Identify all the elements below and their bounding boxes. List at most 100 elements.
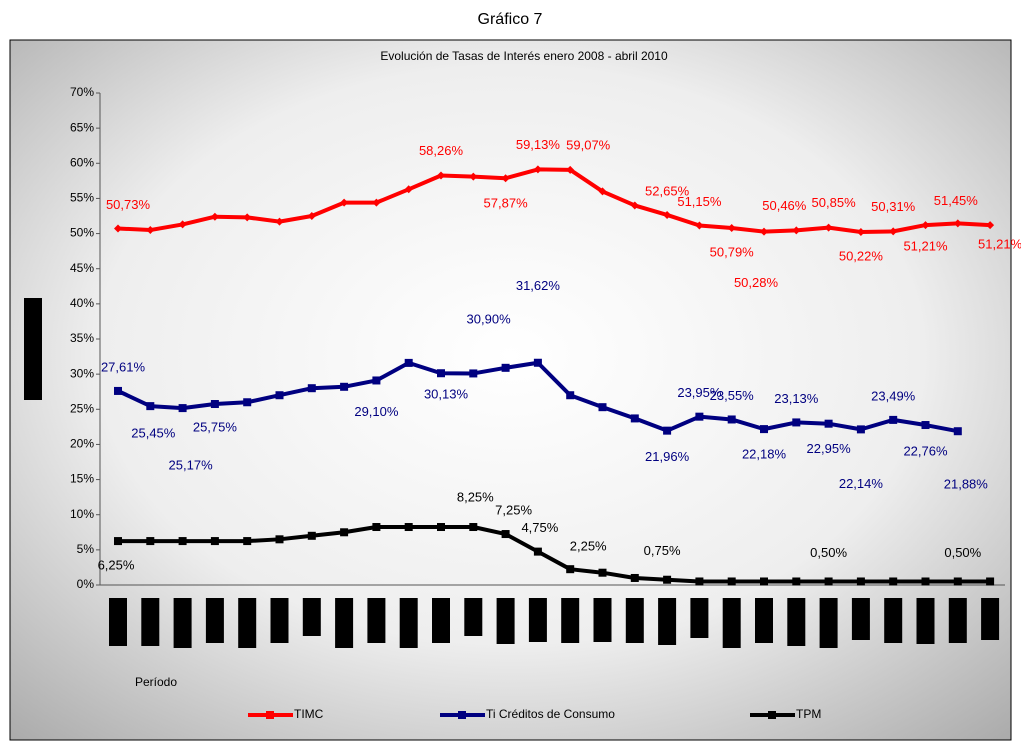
point-marker [598, 403, 607, 412]
point-marker [114, 224, 122, 233]
point-marker [404, 523, 413, 532]
point-marker [114, 537, 122, 546]
y-tick-label: 25% [70, 401, 94, 415]
y-tick-label: 15% [70, 472, 94, 486]
point-marker [178, 404, 187, 413]
point-marker [889, 415, 898, 424]
legend-label: Ti Créditos de Consumo [486, 707, 615, 721]
point-marker [824, 419, 833, 428]
data-label: 2,25% [570, 539, 607, 554]
point-marker [275, 391, 284, 400]
redacted-category-label [851, 598, 870, 640]
y-tick-label: 0% [77, 577, 95, 591]
point-marker [695, 412, 704, 421]
point-marker [792, 577, 801, 586]
point-marker [533, 547, 542, 556]
point-marker [210, 400, 219, 409]
point-marker [243, 398, 252, 407]
redacted-category-label [884, 598, 903, 643]
chart-title: Gráfico 7 [478, 11, 543, 28]
data-label: 22,76% [903, 443, 948, 458]
point-marker [792, 418, 801, 427]
data-label: 51,15% [677, 194, 722, 209]
data-label: 25,45% [131, 426, 176, 441]
y-tick-label: 65% [70, 120, 94, 134]
redacted-category-label [916, 598, 935, 644]
data-label: 0,50% [810, 545, 847, 560]
data-label: 59,13% [516, 137, 561, 152]
data-label: 50,79% [710, 244, 755, 259]
legend-label: TIMC [294, 707, 324, 721]
data-label: 22,95% [807, 441, 852, 456]
redacted-category-label [981, 598, 1000, 640]
data-label: 27,61% [101, 359, 146, 374]
point-marker [437, 523, 445, 532]
point-marker [340, 382, 349, 391]
data-label: 50,31% [871, 199, 916, 214]
point-marker [663, 210, 672, 219]
point-marker [663, 426, 672, 435]
point-marker [695, 577, 704, 586]
point-marker [146, 226, 155, 235]
data-label: 23,95% [677, 385, 722, 400]
redacted-category-label [593, 598, 612, 642]
point-marker [566, 565, 575, 574]
data-label: 0,50% [944, 545, 981, 560]
point-marker [695, 221, 704, 230]
x-axis-label: Período [135, 675, 177, 689]
point-marker [856, 425, 865, 434]
legend-label: TPM [796, 707, 821, 721]
point-marker [243, 213, 252, 222]
point-marker [566, 165, 575, 174]
redacted-category-label [399, 598, 418, 648]
data-label: 58,26% [419, 143, 464, 158]
y-tick-label: 45% [70, 261, 94, 275]
series-line [117, 167, 991, 235]
data-label: 23,49% [871, 388, 916, 403]
data-label: 21,96% [645, 449, 690, 464]
redacted-category-label [141, 598, 160, 646]
redacted-category-label [528, 598, 547, 642]
point-marker [340, 198, 349, 207]
point-marker [921, 577, 930, 586]
data-label: 57,87% [484, 196, 529, 211]
redacted-category-label [302, 598, 321, 636]
legend-marker [266, 711, 274, 719]
y-tick-label: 50% [70, 226, 94, 240]
y-tick-label: 30% [70, 366, 94, 380]
data-label: 50,46% [762, 198, 807, 213]
data-label: 59,07% [566, 137, 611, 152]
y-tick-label: 60% [70, 155, 94, 169]
point-marker [307, 212, 316, 220]
redacted-axis-title [24, 298, 42, 400]
point-marker [760, 227, 768, 236]
y-tick-label: 10% [70, 507, 94, 521]
series-line [118, 525, 991, 584]
point-marker [824, 223, 833, 232]
data-label: 50,28% [734, 275, 779, 290]
point-marker [533, 165, 542, 174]
data-label: 21,88% [944, 477, 989, 492]
legend-marker [768, 711, 776, 719]
data-label: 30,13% [424, 387, 469, 402]
point-marker [501, 174, 510, 183]
point-marker [663, 575, 672, 584]
point-marker [178, 537, 187, 546]
point-marker [307, 384, 316, 393]
point-marker [404, 358, 413, 367]
y-tick-label: 20% [70, 437, 94, 451]
point-marker [275, 217, 284, 226]
redacted-category-label [561, 598, 580, 643]
point-marker [921, 221, 930, 230]
data-label: 51,45% [934, 193, 979, 208]
point-marker [566, 391, 575, 400]
point-marker [727, 415, 736, 424]
y-tick-label: 40% [70, 296, 94, 310]
point-marker [146, 402, 155, 411]
point-marker [760, 425, 768, 434]
redacted-category-label [722, 598, 741, 648]
data-label: 22,18% [742, 447, 787, 462]
data-label: 25,75% [193, 419, 238, 434]
point-marker [372, 198, 381, 207]
